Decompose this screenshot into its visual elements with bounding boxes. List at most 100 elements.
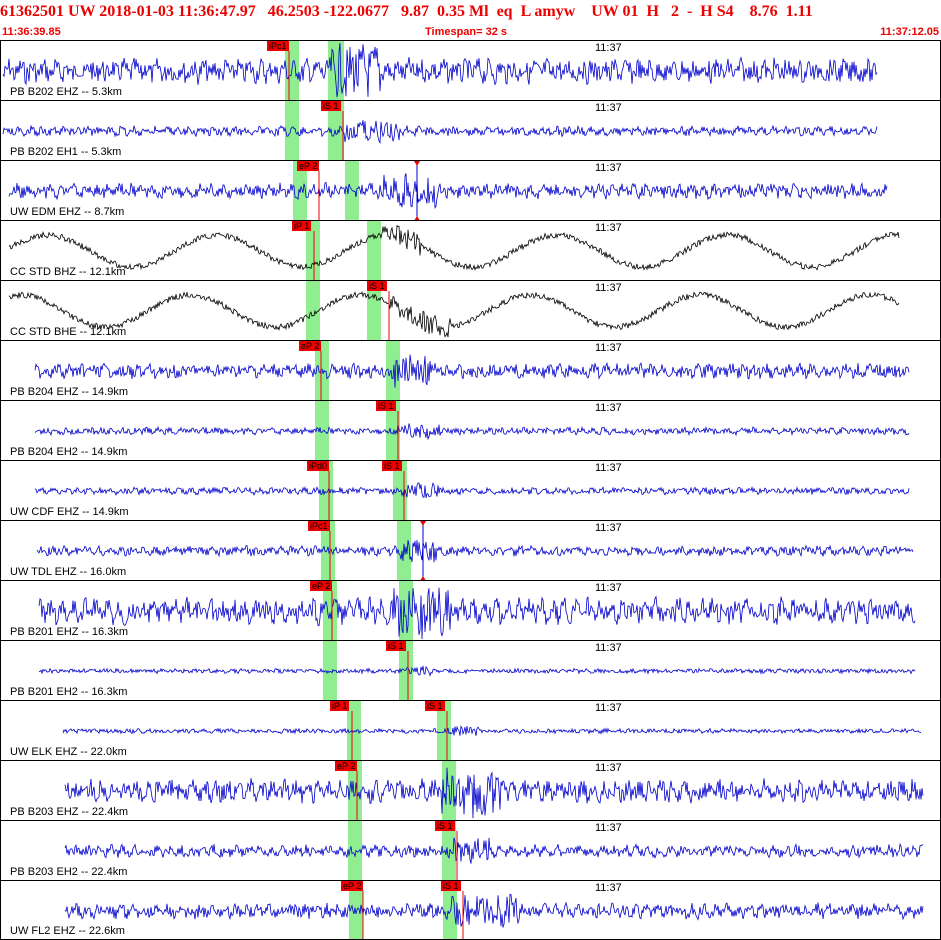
pick-window [349,881,363,939]
pick-label[interactable]: iS 1 [425,701,445,711]
channel-panel[interactable]: eP 2 11:37 UW EDM EHZ -- 8.7km [0,160,941,220]
minute-marker-label: 11:37 [595,282,622,294]
station-label: PB B203 EHZ -- 22.4km [10,806,128,818]
station-label: PB B203 EH2 -- 22.4km [10,866,128,878]
pick-label[interactable]: iS 1 [367,281,387,291]
pick-label[interactable]: iP 1 [292,221,312,231]
waveform-trace [64,893,924,928]
station-label: UW ELK EHZ -- 22.0km [10,746,127,758]
waveform-trace [2,120,878,145]
trace-canvas [36,521,914,580]
trace-canvas [62,701,922,760]
waveform-trace [64,767,924,819]
channel-panel[interactable]: iPc1 11:37 PB B202 EHZ -- 5.3km [0,40,941,100]
channel-panel[interactable]: iS 1 11:37 CC STD BHE -- 12.1km [0,280,941,340]
waveform-trace [8,291,900,338]
station-label: PB B202 EHZ -- 5.3km [10,86,122,98]
pick-window [285,101,299,160]
pick-label[interactable]: iP 1 [330,701,350,711]
minute-marker-label: 11:37 [595,882,622,894]
pick-label[interactable]: iPc1 [267,41,289,51]
pick-label[interactable]: iPd0 [307,461,330,471]
channel-panel[interactable]: iP 1 iS 1 11:37 UW ELK EHZ -- 22.0km [0,700,941,760]
marker-triangle-icon [414,216,420,220]
waveform-trace [64,837,924,864]
minute-marker-label: 11:37 [595,342,622,354]
marker-triangle-icon [414,161,420,166]
pick-label[interactable]: eP 2 [335,761,358,771]
channel-panel[interactable]: eP 2 11:37 PB B203 EHZ -- 22.4km [0,760,941,820]
pick-window [443,881,457,939]
pick-window [348,821,362,880]
station-label: PB B201 EH2 -- 16.3km [10,686,128,698]
station-label: UW CDF EHZ -- 14.9km [10,506,129,518]
station-label: UW FL2 EHZ -- 22.6km [10,925,125,937]
pick-window [323,641,337,700]
pick-label[interactable]: iS 1 [435,821,455,831]
timespan-label: Timespan= 32 s [425,26,508,38]
minute-marker-label: 11:37 [595,102,622,114]
channel-panel[interactable]: eP 2 iS 1 11:37 UW FL2 EHZ -- 22.6km [0,880,941,940]
pick-window [321,521,335,580]
pick-label[interactable]: iPc1 [308,521,330,531]
trace-canvas [2,101,878,160]
waveform-trace [2,42,878,98]
pick-label[interactable]: eP 2 [310,581,333,591]
event-title: 61362501 UW 2018-01-03 11:36:47.97 46.25… [0,3,813,20]
minute-marker-label: 11:37 [595,642,622,654]
pick-label[interactable]: eP 2 [341,881,364,891]
channel-panel[interactable]: iPd0 iS 1 11:37 UW CDF EHZ -- 14.9km [0,460,941,520]
pick-window [442,821,456,880]
marker-triangle-icon [420,521,426,526]
pick-label[interactable]: iS 1 [441,881,461,891]
station-label: CC STD BHE -- 12.1km [10,326,127,338]
minute-marker-label: 11:37 [595,402,622,414]
pick-window [367,281,381,340]
minute-marker-label: 11:37 [595,162,622,174]
minute-marker-label: 11:37 [595,582,622,594]
station-label: PB B204 EHZ -- 14.9km [10,386,128,398]
pick-window [323,581,337,640]
channel-panel[interactable]: iS 1 11:37 PB B203 EH2 -- 22.4km [0,820,941,880]
trace-canvas [2,41,878,100]
start-time-label: 11:36:39.85 [2,26,61,38]
station-label: UW TDL EHZ -- 16.0km [10,566,127,578]
pick-window [399,641,413,700]
waveform-trace [62,725,922,736]
channel-panel[interactable]: iP 1 11:37 CC STD BHZ -- 12.1km [0,220,941,280]
pick-label[interactable]: eP 2 [299,341,322,351]
pick-window [367,221,381,280]
minute-marker-label: 11:37 [595,522,622,534]
trace-canvas [38,641,916,700]
pick-label[interactable]: iS 1 [376,401,396,411]
waveform-trace [8,173,888,210]
station-label: PB B204 EH2 -- 14.9km [10,446,128,458]
pick-label[interactable]: iS 1 [321,101,341,111]
pick-label[interactable]: iS 1 [382,461,402,471]
station-label: PB B201 EHZ -- 16.3km [10,626,128,638]
waveform-trace [38,665,916,677]
pick-window [306,221,320,280]
trace-canvas [64,881,924,939]
pick-window [315,401,329,460]
pick-window [386,401,400,460]
pick-label[interactable]: eP 2 [297,161,320,171]
channel-panel[interactable]: eP 2 11:37 PB B204 EHZ -- 14.9km [0,340,941,400]
marker-triangle-icon [420,576,426,580]
channel-panel[interactable]: iPc1 11:37 UW TDL EHZ -- 16.0km [0,520,941,580]
channel-panel[interactable]: iS 1 11:37 PB B201 EH2 -- 16.3km [0,640,941,700]
waveform-trace [38,587,916,640]
seismogram-panels[interactable]: iPc1 11:37 PB B202 EHZ -- 5.3km iS 1 11:37 PB… [0,40,941,940]
waveform-trace [34,482,910,499]
trace-canvas [8,281,900,340]
trace-canvas [64,821,924,880]
channel-panel[interactable]: eP 2 11:37 PB B201 EHZ -- 16.3km [0,580,941,640]
pick-window [386,341,400,400]
channel-panel[interactable]: iS 1 11:37 PB B204 EH2 -- 14.9km [0,400,941,460]
trace-canvas [8,221,900,280]
channel-panel[interactable]: iS 1 11:37 PB B202 EH1 -- 5.3km [0,100,941,160]
waveform-trace [8,224,900,271]
trace-canvas [64,761,924,820]
trace-canvas [34,461,910,520]
pick-label[interactable]: iS 1 [386,641,406,651]
